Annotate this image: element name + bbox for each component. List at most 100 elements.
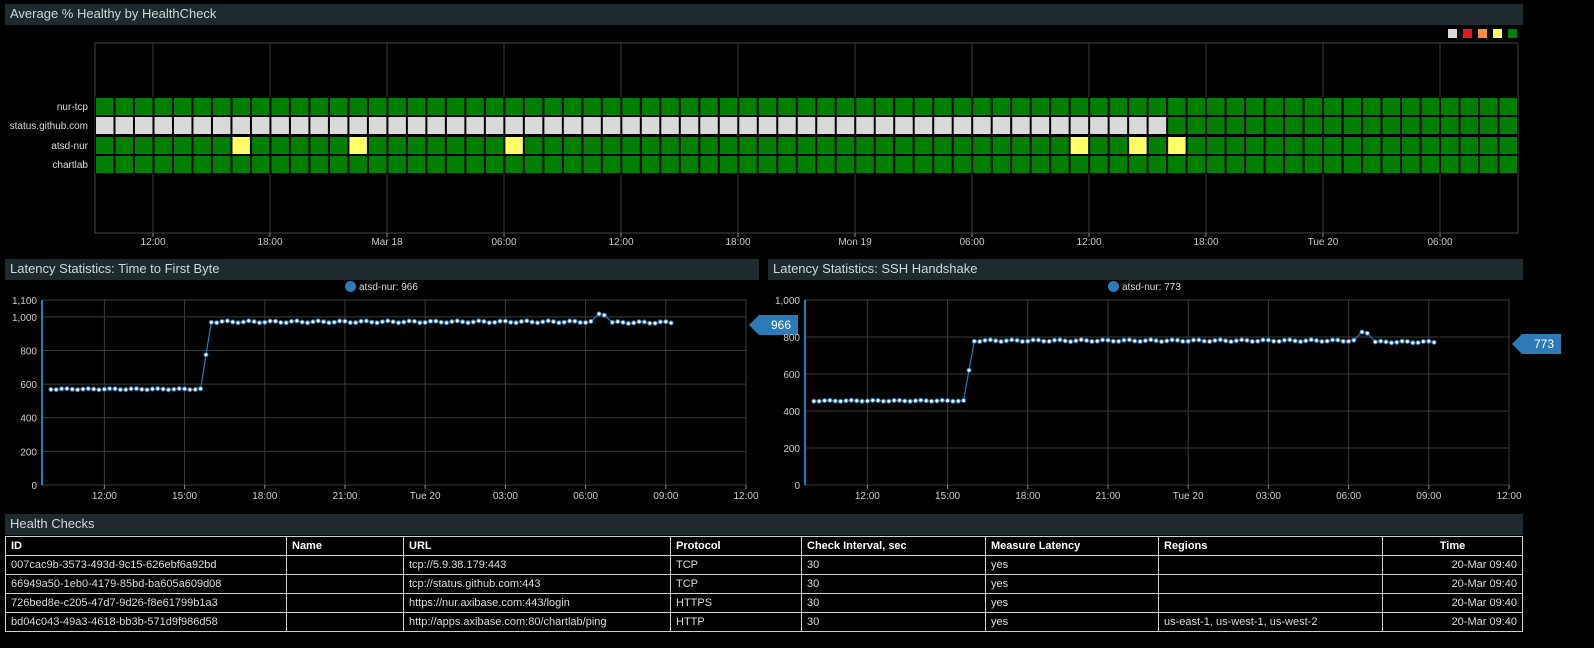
ssh-data-point bbox=[1388, 340, 1394, 346]
legend-swatch-major[interactable] bbox=[1477, 28, 1488, 39]
ssh-legend[interactable]: atsd-nur: 773 bbox=[1108, 281, 1181, 295]
heatmap-cell bbox=[777, 116, 797, 135]
ssh-data-point bbox=[1276, 338, 1282, 344]
heatmap-cell bbox=[601, 155, 622, 174]
ssh-data-point bbox=[1372, 339, 1378, 345]
cell-protocol: TCP bbox=[670, 555, 802, 575]
ssh-data-point bbox=[1378, 338, 1384, 344]
table-row[interactable]: 726bed8e-c205-47d7-9d26-f8e61799b1a3 htt… bbox=[5, 593, 1523, 613]
ssh-data-point bbox=[1431, 339, 1437, 345]
ttfb-x-tick-label: 09:00 bbox=[653, 491, 678, 502]
table-row[interactable]: 007cac9b-3573-493d-9c15-626ebf6a92bd tcp… bbox=[5, 555, 1523, 575]
heatmap-cell bbox=[640, 136, 661, 155]
ttfb-data-point bbox=[535, 320, 540, 326]
ssh-data-point bbox=[1364, 330, 1370, 336]
heatmap-cell bbox=[1459, 97, 1480, 116]
col-protocol-header[interactable]: Protocol bbox=[670, 536, 802, 556]
heatmap-cell bbox=[133, 116, 154, 135]
col-id-header[interactable]: ID bbox=[5, 536, 287, 556]
heatmap-cell bbox=[465, 155, 485, 174]
heatmap-cell bbox=[1459, 136, 1480, 155]
col-interval-header[interactable]: Check Interval, sec bbox=[801, 536, 986, 556]
heatmap-cell bbox=[1011, 97, 1031, 116]
ttfb-data-point bbox=[438, 319, 444, 325]
heatmap-cell bbox=[816, 136, 836, 155]
ssh-data-point bbox=[1078, 337, 1084, 343]
heatmap-cell bbox=[114, 116, 134, 135]
heatmap-cell bbox=[406, 155, 427, 174]
heatmap-cell bbox=[309, 155, 329, 174]
heatmap-cell bbox=[153, 97, 173, 116]
col-url-header[interactable]: URL bbox=[403, 536, 671, 556]
ttfb-data-point bbox=[75, 387, 81, 393]
legend-swatch-ok[interactable] bbox=[1507, 28, 1518, 39]
heatmap-cell bbox=[153, 116, 173, 135]
heatmap-cell bbox=[1498, 116, 1518, 135]
heatmap-cell bbox=[1303, 116, 1324, 135]
heatmap-cell bbox=[952, 97, 973, 116]
heatmap-cell bbox=[718, 155, 739, 174]
ssh-data-point bbox=[1271, 338, 1277, 344]
ssh-data-point bbox=[1175, 337, 1180, 343]
cell-protocol: TCP bbox=[670, 574, 802, 594]
heatmap-cell bbox=[640, 155, 661, 174]
col-name-header[interactable]: Name bbox=[286, 536, 404, 556]
ssh-data-point bbox=[918, 397, 924, 403]
heatmap-cell bbox=[426, 97, 446, 116]
ttfb-x-tick-label: 21:00 bbox=[332, 491, 357, 502]
heatmap-cell bbox=[1245, 136, 1265, 155]
ttfb-data-point bbox=[492, 319, 498, 325]
ttfb-data-point bbox=[171, 386, 177, 392]
heatmap-row-label: chartlab bbox=[52, 160, 88, 171]
ssh-data-point bbox=[1346, 338, 1352, 344]
ttfb-data-point bbox=[508, 319, 514, 325]
heatmap-cell bbox=[406, 116, 427, 135]
heatmap-x-tick-label: Tue 20 bbox=[1308, 237, 1339, 248]
ttfb-data-point bbox=[64, 386, 70, 392]
ttfb-data-point bbox=[652, 320, 658, 326]
ssh-data-point bbox=[1137, 339, 1143, 344]
heatmap-cell bbox=[952, 155, 973, 174]
cell-protocol: HTTP bbox=[670, 612, 802, 632]
ssh-data-point bbox=[950, 398, 956, 404]
ttfb-data-point bbox=[208, 319, 214, 325]
ssh-data-point bbox=[1415, 340, 1421, 346]
ssh-data-point bbox=[982, 337, 988, 343]
heatmap-cell bbox=[250, 136, 271, 155]
ssh-data-point bbox=[1046, 338, 1052, 344]
heatmap-cell bbox=[1303, 155, 1324, 174]
heatmap-cell bbox=[1420, 97, 1441, 116]
legend-swatch-warning[interactable] bbox=[1492, 28, 1503, 39]
ttfb-data-point bbox=[112, 386, 118, 392]
legend-swatch-critical[interactable] bbox=[1462, 28, 1473, 39]
heatmap-cell bbox=[1440, 97, 1460, 116]
heatmap-cell bbox=[679, 136, 700, 155]
ttfb-data-point bbox=[342, 318, 348, 324]
heatmap-cell bbox=[1011, 155, 1031, 174]
cell-name bbox=[286, 555, 404, 575]
heatmap-cell bbox=[835, 155, 856, 174]
heatmap-cell bbox=[718, 116, 739, 135]
cell-time: 20-Mar 09:40 bbox=[1382, 593, 1523, 613]
col-latency-header[interactable]: Measure Latency bbox=[985, 536, 1159, 556]
ssh-data-point bbox=[816, 398, 822, 404]
ttfb-data-point bbox=[513, 320, 519, 326]
heatmap-cell bbox=[95, 136, 115, 155]
col-time-header[interactable]: Time bbox=[1382, 536, 1523, 556]
table-row[interactable]: bd04c043-49a3-4618-bb3b-571d9f986d58 htt… bbox=[5, 612, 1523, 632]
legend-swatch-nodata[interactable] bbox=[1447, 28, 1458, 39]
heatmap-title: Average % Healthy by HealthCheck bbox=[5, 4, 1523, 25]
heatmap-cell bbox=[796, 116, 817, 135]
ttfb-data-point bbox=[224, 318, 230, 324]
ttfb-data-point bbox=[182, 386, 188, 392]
heatmap-cell bbox=[348, 136, 368, 155]
ttfb-data-point bbox=[273, 318, 278, 324]
heatmap-cell bbox=[1225, 136, 1246, 155]
table-row[interactable]: 66949a50-1eb0-4179-85bd-ba605a609d08 tcp… bbox=[5, 574, 1523, 594]
ttfb-data-point bbox=[53, 387, 59, 393]
heatmap-cell bbox=[348, 97, 368, 116]
ssh-data-point bbox=[1180, 338, 1186, 344]
ttfb-legend[interactable]: atsd-nur: 966 bbox=[345, 281, 418, 295]
col-regions-header[interactable]: Regions bbox=[1158, 536, 1383, 556]
heatmap-cell bbox=[1342, 155, 1363, 174]
